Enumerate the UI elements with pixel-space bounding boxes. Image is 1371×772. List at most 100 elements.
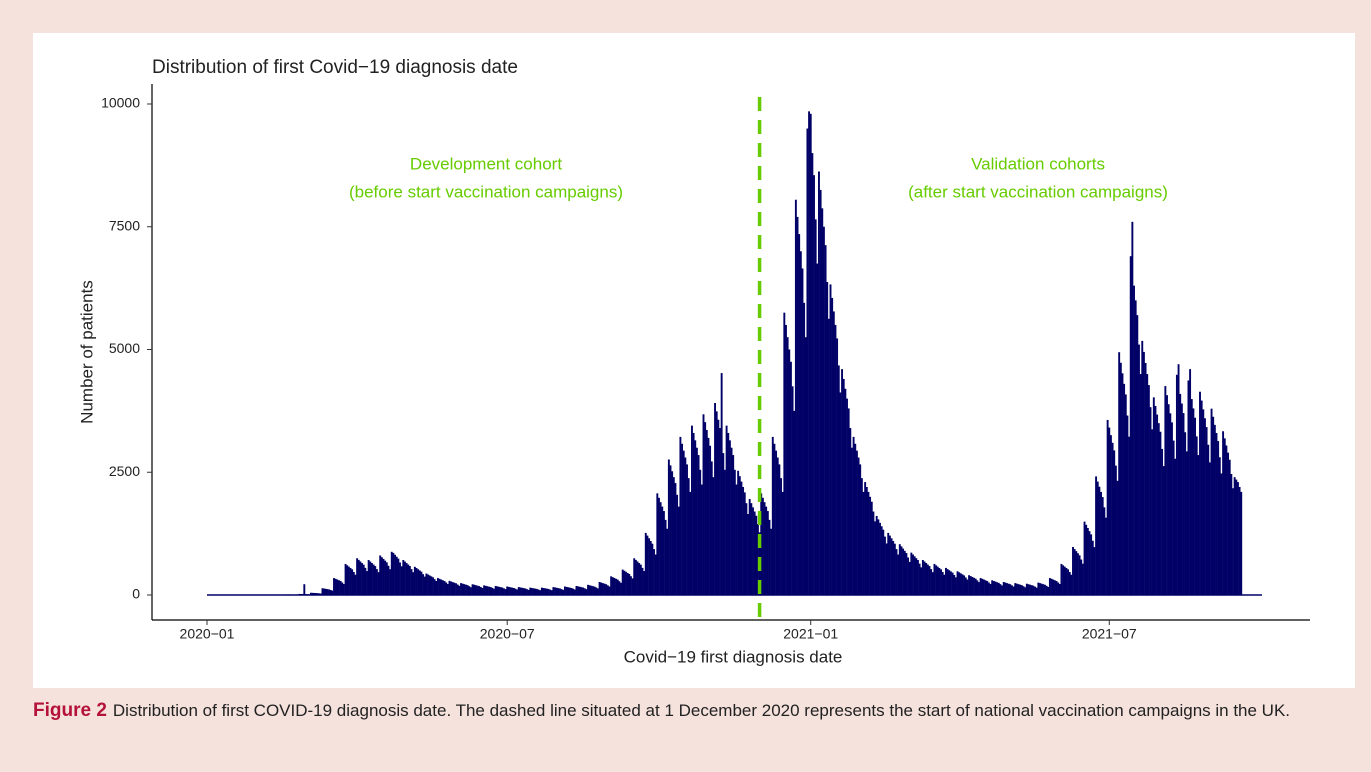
bar xyxy=(735,484,738,596)
bar xyxy=(1197,455,1200,596)
bar xyxy=(926,564,929,596)
bar xyxy=(882,529,885,596)
bar xyxy=(613,577,616,596)
bar xyxy=(928,566,931,596)
x-tick-label: 2020−01 xyxy=(180,626,235,642)
bar xyxy=(888,535,891,596)
bar xyxy=(349,568,352,596)
bar xyxy=(925,563,928,596)
bar xyxy=(1208,462,1211,596)
bar xyxy=(1164,386,1167,596)
bar xyxy=(986,581,989,596)
bar xyxy=(1057,582,1060,596)
bar xyxy=(799,251,802,596)
bar xyxy=(968,575,971,596)
bar xyxy=(796,216,799,596)
bar xyxy=(628,573,631,596)
bar xyxy=(389,569,392,596)
bar xyxy=(641,567,644,596)
bar xyxy=(1006,583,1008,596)
bar xyxy=(615,578,618,596)
bar xyxy=(547,588,550,596)
bar xyxy=(887,532,890,596)
bar xyxy=(545,588,548,596)
bar xyxy=(839,392,842,596)
bar xyxy=(834,324,837,596)
bar xyxy=(1218,457,1221,596)
bar xyxy=(818,171,820,596)
bar xyxy=(1090,534,1093,596)
bar xyxy=(662,511,665,596)
bar xyxy=(517,587,520,596)
bar xyxy=(1190,399,1193,596)
bar xyxy=(761,497,764,596)
bar xyxy=(999,584,1002,596)
bar xyxy=(1075,551,1078,596)
bar xyxy=(384,560,387,596)
bar xyxy=(1040,583,1043,596)
bar xyxy=(542,587,545,596)
bar xyxy=(433,579,436,596)
bar xyxy=(341,582,344,596)
bar xyxy=(496,586,499,596)
bar xyxy=(427,574,429,596)
bar xyxy=(1185,451,1188,596)
bar xyxy=(794,199,797,596)
bar xyxy=(568,587,571,596)
bar xyxy=(286,594,289,596)
bar xyxy=(915,558,918,596)
bar xyxy=(643,571,646,596)
bar xyxy=(753,511,756,596)
bar xyxy=(1004,582,1007,596)
bar xyxy=(935,565,938,596)
bar xyxy=(847,408,850,596)
bar xyxy=(435,581,438,596)
bar xyxy=(329,589,332,596)
bar xyxy=(984,580,987,596)
bar xyxy=(333,578,335,596)
bar xyxy=(394,554,396,596)
bar xyxy=(885,543,888,596)
bar xyxy=(791,386,794,596)
bar xyxy=(903,550,906,596)
bar xyxy=(1086,527,1089,596)
bar xyxy=(631,578,634,596)
bar xyxy=(707,437,710,596)
chart-title: Distribution of first Covid−19 diagnosis… xyxy=(152,57,518,78)
bar xyxy=(359,561,362,596)
bar xyxy=(854,443,857,596)
bar xyxy=(1212,416,1215,596)
bar xyxy=(578,586,581,596)
bar xyxy=(841,369,844,596)
bar xyxy=(494,585,497,596)
bar xyxy=(408,566,411,596)
bar xyxy=(399,562,401,596)
bar xyxy=(1047,586,1050,596)
bar xyxy=(366,571,368,596)
bar xyxy=(1141,340,1144,596)
bar xyxy=(1147,385,1150,596)
bar xyxy=(509,587,512,596)
bar xyxy=(1078,555,1081,596)
bar xyxy=(1119,362,1122,596)
bar xyxy=(415,568,418,596)
bar xyxy=(1236,482,1239,596)
bar xyxy=(374,566,377,596)
bar xyxy=(682,450,685,596)
bar xyxy=(892,540,895,596)
bar xyxy=(319,593,322,596)
bar xyxy=(672,477,675,596)
bar xyxy=(832,311,835,596)
bar xyxy=(788,349,791,596)
bar xyxy=(943,574,946,596)
bar xyxy=(469,587,472,596)
bar xyxy=(1073,549,1076,596)
bar xyxy=(1131,221,1134,596)
bar xyxy=(441,580,444,596)
bar xyxy=(585,589,588,596)
bar xyxy=(1230,473,1233,596)
bar xyxy=(910,552,913,596)
bar xyxy=(907,557,909,596)
bar xyxy=(1081,563,1084,596)
y-axis-label: Number of patients xyxy=(77,280,96,424)
